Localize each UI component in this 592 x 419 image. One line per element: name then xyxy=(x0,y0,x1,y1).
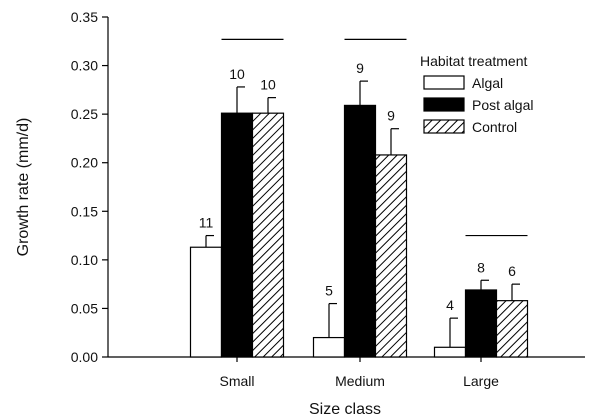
bar xyxy=(220,112,254,358)
bar-n-label: 9 xyxy=(387,108,395,124)
bar xyxy=(495,300,529,358)
bar-n-label: 8 xyxy=(477,259,485,275)
x-tick-label: Large xyxy=(463,373,499,389)
bar-n-label: 10 xyxy=(229,66,245,82)
bar-n-label: 5 xyxy=(325,283,333,299)
y-tick-label: 0.30 xyxy=(71,58,98,74)
bar xyxy=(251,112,285,358)
bar-n-label: 9 xyxy=(356,60,364,76)
legend-entry-label: Control xyxy=(472,119,517,135)
labels: 0.00 0.05 0.10 0.15 0.20 0.25 0.30 0.35 Growth r… xyxy=(15,9,516,418)
bar xyxy=(374,154,408,358)
bar xyxy=(464,289,498,358)
bars xyxy=(189,38,529,358)
legend: Habitat treatment Algal Post algal Control xyxy=(420,53,533,135)
x-tick-label: Small xyxy=(219,373,254,389)
y-tick-label: 0.35 xyxy=(71,9,98,25)
y-tick-label: 0.25 xyxy=(71,106,98,122)
y-tick-label: 0.15 xyxy=(71,203,98,219)
y-tick-label: 0.05 xyxy=(71,300,98,316)
legend-swatch xyxy=(423,75,465,90)
bar xyxy=(343,104,377,358)
legend-swatch xyxy=(423,119,465,134)
bar-n-label: 10 xyxy=(260,77,276,93)
bar xyxy=(189,246,223,358)
bar-n-label: 6 xyxy=(508,263,516,279)
y-tick-label: 0.20 xyxy=(71,155,98,171)
y-tick-label: 0.10 xyxy=(71,252,98,268)
bar xyxy=(312,336,346,358)
legend-entry-label: Post algal xyxy=(472,97,533,113)
bar xyxy=(433,346,467,358)
bar-n-label: 4 xyxy=(446,297,454,313)
y-axis-title: Growth rate (mm/d) xyxy=(15,118,32,257)
legend-entry-label: Algal xyxy=(472,75,503,91)
bar-n-label: 11 xyxy=(199,215,214,231)
legend-title: Habitat treatment xyxy=(420,53,527,69)
y-tick-label: 0.00 xyxy=(71,349,98,365)
x-tick-label: Medium xyxy=(335,373,385,389)
x-axis-title: Size class xyxy=(309,401,381,418)
legend-swatch xyxy=(423,97,465,112)
